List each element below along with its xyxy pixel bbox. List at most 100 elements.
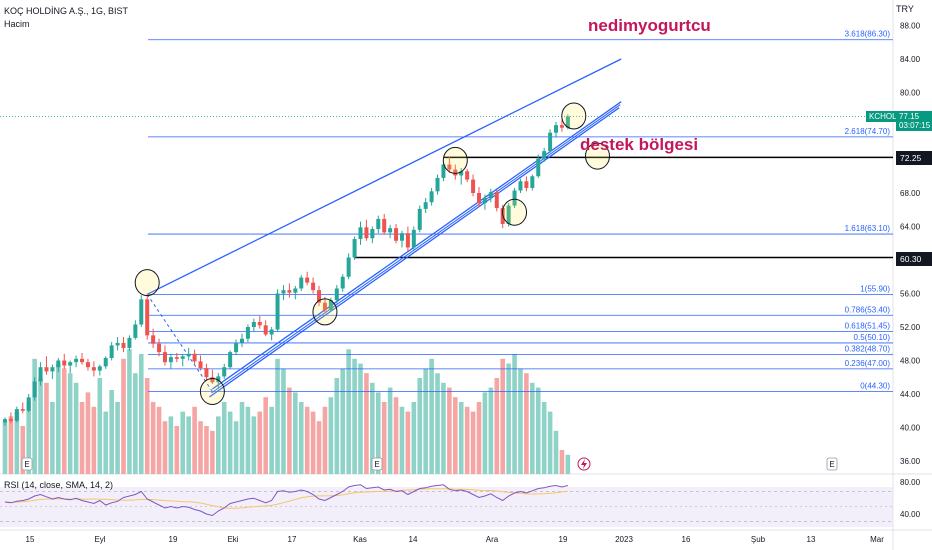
symbol-title[interactable]: KOÇ HOLDİNG A.Ş., 1G, BIST [4, 6, 129, 16]
dividend-icon-bolt [581, 459, 587, 469]
volume-bar [298, 402, 304, 474]
volume-bar [340, 368, 346, 474]
volume-bar [115, 402, 120, 474]
volume-bar [293, 392, 298, 474]
candle-body [494, 192, 499, 209]
rsi-ma-line [4, 488, 568, 509]
time-axis-tick: Ara [486, 535, 499, 544]
candle [26, 394, 31, 413]
highlight-circle [585, 142, 610, 170]
fib-label: 0.5(50.10) [854, 333, 891, 342]
volume-bar [393, 397, 399, 474]
candle-body [85, 362, 90, 368]
candle-body [180, 356, 185, 359]
price-axis-tick: 44.00 [900, 390, 921, 399]
candle [554, 121, 559, 138]
volume-bar [464, 406, 470, 474]
volume-bar [221, 402, 227, 474]
highlight-circle [561, 102, 587, 130]
candle-body [388, 228, 393, 233]
currency-label: TRY [896, 4, 914, 14]
candle-body [405, 233, 410, 248]
volume-bar [524, 373, 529, 474]
candle-body [287, 290, 292, 293]
volume-bar [559, 450, 565, 474]
fib-label: 0.786(53.40) [845, 305, 891, 314]
volume-bar [547, 411, 553, 474]
candle [251, 318, 256, 333]
volume-bar [50, 402, 55, 474]
rsi-legend[interactable]: RSI (14, close, SMA, 14, 2) [4, 480, 114, 490]
volume-legend[interactable]: Hacim [4, 19, 30, 29]
candle [405, 226, 410, 252]
candle-body [488, 192, 493, 199]
earnings-icon-frame [21, 457, 33, 471]
candle-body [435, 177, 440, 192]
volume-bar [133, 373, 138, 474]
earnings-icon-glyph: E [374, 460, 379, 469]
candle [157, 338, 162, 357]
candle-body [139, 299, 144, 325]
candle [435, 174, 440, 195]
candle [423, 198, 428, 214]
candle [322, 296, 327, 314]
candle [216, 373, 221, 389]
volume-bar [73, 382, 79, 474]
candle [97, 364, 102, 376]
price-axis-tick: 68.00 [900, 189, 921, 198]
author-annotation: nedimyogurtcu [588, 16, 711, 35]
candle-body [269, 329, 274, 335]
volume-bar [316, 421, 322, 474]
volume-bar [180, 411, 186, 474]
candle-body [210, 377, 215, 383]
candle-body [429, 191, 434, 203]
candle [228, 350, 233, 369]
volume-bar [103, 411, 109, 474]
candle [524, 176, 529, 192]
candle-body [471, 179, 476, 193]
candle-body [62, 360, 67, 366]
volume-bar [565, 454, 571, 474]
volume-bar [8, 416, 14, 474]
candle-body [157, 343, 162, 353]
candle [234, 339, 239, 355]
volume-bar [251, 416, 257, 474]
candle-body [447, 164, 452, 170]
rsi-band [0, 487, 893, 527]
candle-body [240, 338, 244, 343]
volume-bar [186, 416, 191, 474]
time-axis-tick: Kas [353, 535, 367, 544]
candle-body [263, 325, 268, 335]
volume-bar [535, 387, 541, 474]
candle-body [382, 218, 387, 233]
volume-bar [275, 358, 280, 474]
fib-label: 2.618(74.70) [845, 127, 891, 136]
highlight-circle [442, 146, 468, 174]
candle-body [441, 164, 446, 178]
volume-bar [346, 349, 351, 474]
volume-bar [500, 358, 505, 474]
volume-bar [381, 402, 387, 474]
channel-lower-line-2 [209, 107, 620, 398]
candle-body [245, 327, 250, 339]
candle [139, 295, 144, 327]
candle-body [14, 409, 19, 421]
rsi-axis-tick: 40.00 [900, 510, 921, 519]
candle [364, 219, 369, 241]
candle-body [56, 360, 61, 368]
candle-body [293, 288, 298, 293]
candle-body [145, 299, 150, 336]
candle-body [334, 288, 339, 301]
candle [121, 337, 126, 353]
candle-body [251, 321, 256, 327]
level-tag-lower: 60.30 [896, 252, 932, 266]
fib-label: 3.618(86.30) [845, 30, 891, 39]
volume-bar [405, 411, 411, 474]
candle-body [121, 342, 126, 348]
candle [162, 345, 167, 366]
volume-bar [453, 397, 458, 474]
candle [20, 402, 25, 414]
candle [311, 277, 316, 294]
candle [74, 355, 79, 368]
